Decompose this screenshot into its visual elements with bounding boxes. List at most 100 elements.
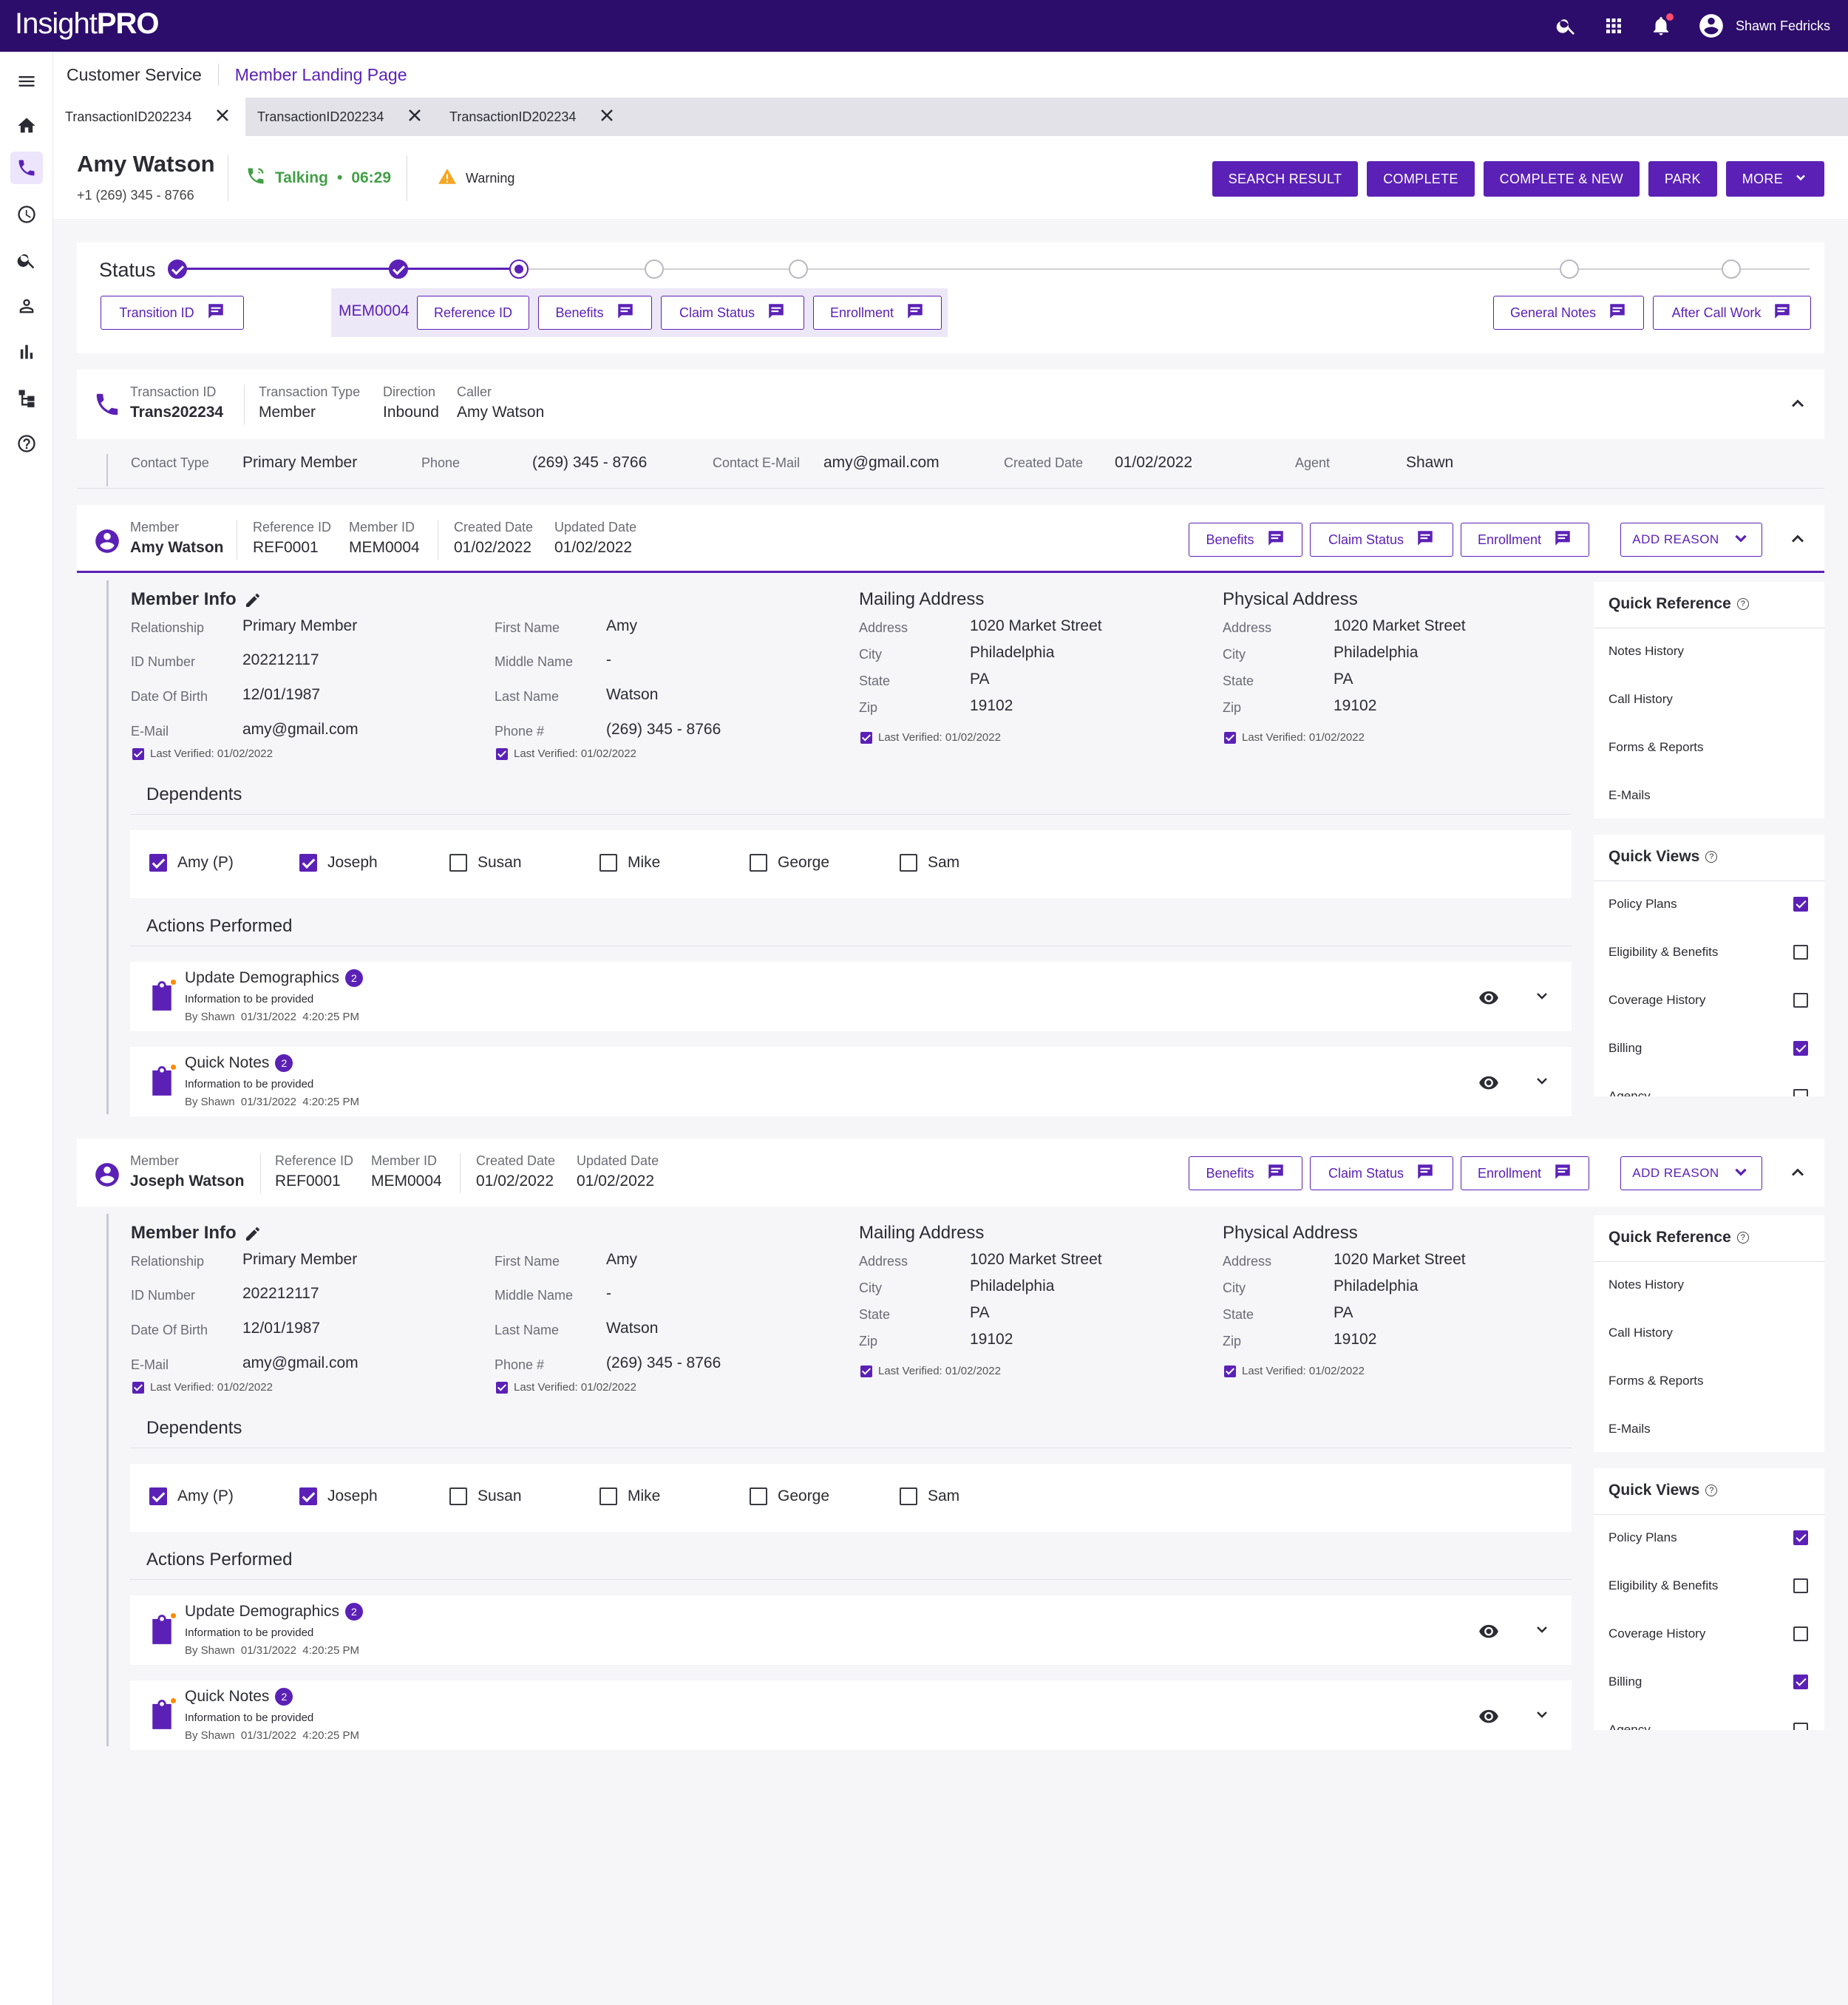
checkbox[interactable] (299, 854, 317, 872)
enrollment-button[interactable]: Enrollment (1461, 523, 1589, 557)
after-call-work-button[interactable]: After Call Work (1653, 296, 1811, 330)
checkbox[interactable] (599, 854, 617, 872)
home-icon[interactable] (10, 109, 43, 142)
benefits-button[interactable]: Benefits (1189, 1156, 1302, 1190)
dependent-checkbox[interactable]: Joseph (299, 854, 378, 872)
quick-view-item[interactable]: Billing (1608, 1041, 1643, 1055)
quick-reference-item[interactable]: Call History (1608, 1326, 1673, 1340)
quick-view-checkbox[interactable] (1793, 1723, 1808, 1730)
quick-view-checkbox[interactable] (1793, 945, 1808, 960)
tab-transaction[interactable]: TransactionID202234 (245, 98, 438, 136)
phone-icon[interactable] (10, 152, 43, 184)
quick-reference-item[interactable]: Notes History (1608, 1278, 1685, 1292)
tab-transaction[interactable]: TransactionID202234 (53, 98, 245, 136)
menu-icon[interactable] (10, 65, 43, 98)
action-item[interactable]: Quick Notes 2 Information to be provided … (130, 1047, 1572, 1116)
quick-view-checkbox[interactable] (1793, 1530, 1808, 1545)
eye-icon[interactable] (1477, 1072, 1501, 1093)
search-result-button[interactable]: SEARCH RESULT (1212, 161, 1359, 197)
quick-view-item[interactable]: Agency (1608, 1723, 1651, 1730)
quick-reference-item[interactable]: Notes History (1608, 644, 1685, 658)
claim-status-button[interactable]: Claim Status (1310, 523, 1453, 557)
add-reason-button[interactable]: ADD REASON (1620, 1156, 1762, 1190)
eye-icon[interactable] (1477, 1706, 1501, 1726)
close-icon[interactable] (406, 106, 424, 128)
dependent-checkbox[interactable]: George (750, 854, 829, 872)
breadcrumb-section[interactable]: Customer Service (67, 64, 202, 84)
help-icon[interactable]: ? (1705, 851, 1718, 863)
quick-view-checkbox[interactable] (1793, 1578, 1808, 1593)
quick-view-item[interactable]: Coverage History (1608, 993, 1706, 1007)
user-menu[interactable]: Shawn Fedricks (1697, 12, 1830, 40)
more-button[interactable]: MORE (1725, 161, 1824, 197)
dependent-checkbox[interactable]: Sam (900, 1487, 959, 1505)
search-nav-icon[interactable] (10, 244, 43, 277)
action-item[interactable]: Update Demographics 2 Information to be p… (130, 962, 1572, 1031)
edit-pencil-icon[interactable] (244, 1225, 262, 1243)
benefits-button[interactable]: Benefits (538, 296, 652, 330)
warning-indicator[interactable]: Warning (438, 167, 514, 190)
checkbox[interactable] (299, 1487, 317, 1505)
help-icon[interactable]: ? (1736, 1232, 1749, 1244)
help-icon[interactable] (10, 427, 43, 460)
chevron-up-icon[interactable] (1787, 393, 1808, 414)
quick-reference-item[interactable]: E-Mails (1608, 1422, 1651, 1436)
chevron-down-icon[interactable] (1533, 1621, 1551, 1638)
action-item[interactable]: Update Demographics 2 Information to be p… (130, 1595, 1572, 1665)
bar-chart-icon[interactable] (10, 336, 43, 368)
checkbox[interactable] (750, 854, 767, 872)
quick-view-checkbox[interactable] (1793, 897, 1808, 912)
quick-view-checkbox[interactable] (1793, 1675, 1808, 1689)
claim-status-button[interactable]: Claim Status (661, 296, 804, 330)
person-icon[interactable] (10, 290, 43, 322)
help-icon[interactable]: ? (1736, 598, 1749, 610)
quick-reference-item[interactable]: Forms & Reports (1608, 1374, 1704, 1388)
chevron-down-icon[interactable] (1533, 1706, 1551, 1723)
chevron-down-icon[interactable] (1533, 1072, 1551, 1090)
transition-id-button[interactable]: Transition ID (101, 296, 244, 330)
quick-view-item[interactable]: Billing (1608, 1675, 1643, 1689)
apps-grid-icon[interactable] (1603, 15, 1625, 37)
quick-view-checkbox[interactable] (1793, 1626, 1808, 1641)
app-logo[interactable]: InsightPRO (15, 7, 160, 40)
quick-view-item[interactable]: Policy Plans (1608, 897, 1677, 911)
dependent-checkbox[interactable]: Sam (900, 854, 959, 872)
enrollment-button[interactable]: Enrollment (813, 296, 942, 330)
dependent-checkbox[interactable]: Joseph (299, 1487, 378, 1505)
park-button[interactable]: PARK (1648, 161, 1717, 197)
complete-and-new-button[interactable]: COMPLETE & NEW (1483, 161, 1640, 197)
close-icon[interactable] (214, 106, 231, 128)
checkbox[interactable] (149, 1487, 167, 1505)
search-icon[interactable] (1555, 15, 1577, 37)
checkbox[interactable] (900, 854, 917, 872)
chevron-up-icon[interactable] (1787, 529, 1808, 549)
quick-view-item[interactable]: Policy Plans (1608, 1530, 1677, 1544)
quick-view-item[interactable]: Eligibility & Benefits (1608, 1578, 1719, 1592)
quick-reference-item[interactable]: Forms & Reports (1608, 740, 1704, 754)
quick-view-item[interactable]: Eligibility & Benefits (1608, 945, 1719, 959)
add-reason-button[interactable]: ADD REASON (1620, 523, 1762, 557)
hierarchy-icon[interactable] (10, 381, 43, 414)
notifications-bell-icon[interactable] (1650, 13, 1674, 37)
dependent-checkbox[interactable]: George (750, 1487, 829, 1505)
quick-view-item[interactable]: Agency (1608, 1089, 1651, 1096)
checkbox[interactable] (599, 1487, 617, 1505)
claim-status-button[interactable]: Claim Status (1310, 1156, 1453, 1190)
quick-view-checkbox[interactable] (1793, 1041, 1808, 1056)
help-icon[interactable]: ? (1705, 1485, 1718, 1496)
checkbox[interactable] (750, 1487, 767, 1505)
complete-button[interactable]: COMPLETE (1367, 161, 1475, 197)
edit-pencil-icon[interactable] (244, 591, 262, 609)
eye-icon[interactable] (1477, 1621, 1501, 1641)
chevron-down-icon[interactable] (1533, 987, 1551, 1005)
eye-icon[interactable] (1477, 987, 1501, 1008)
dependent-checkbox[interactable]: Amy (P) (149, 1487, 234, 1505)
general-notes-button[interactable]: General Notes (1493, 296, 1644, 330)
quick-view-checkbox[interactable] (1793, 993, 1808, 1008)
dependent-checkbox[interactable]: Mike (599, 854, 660, 872)
quick-reference-item[interactable]: Call History (1608, 692, 1673, 706)
dependent-checkbox[interactable]: Mike (599, 1487, 660, 1505)
history-clock-icon[interactable] (10, 198, 43, 231)
dependent-checkbox[interactable]: Amy (P) (149, 854, 234, 872)
enrollment-button[interactable]: Enrollment (1461, 1156, 1589, 1190)
